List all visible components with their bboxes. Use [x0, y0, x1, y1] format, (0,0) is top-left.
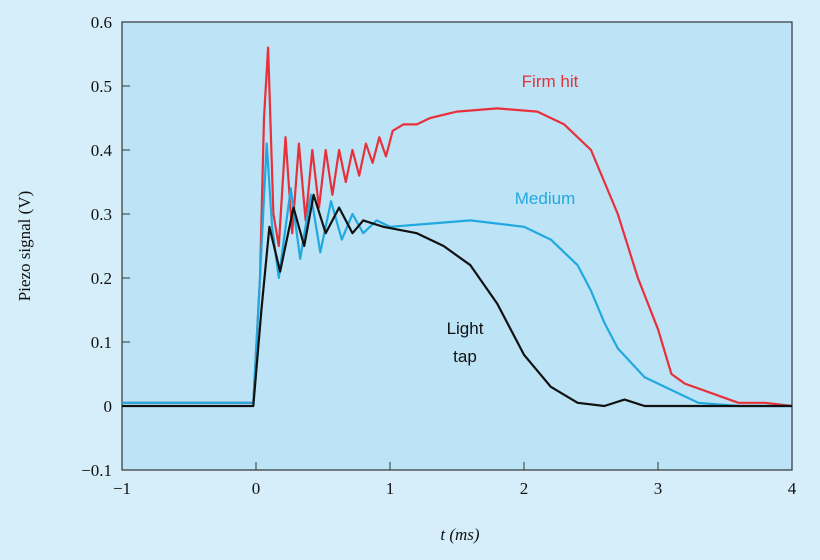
x-tick-label: 3 — [654, 479, 663, 498]
series-line — [122, 46, 793, 408]
x-tick-label: 1 — [386, 479, 395, 498]
series-line — [122, 193, 792, 408]
x-tick-label: −1 — [113, 479, 131, 498]
y-tick-label: 0.2 — [91, 269, 112, 288]
x-tick-label: 0 — [252, 479, 261, 498]
x-tick-label: 2 — [520, 479, 529, 498]
y-tick-label: 0.5 — [91, 77, 112, 96]
y-tick-label: 0.4 — [91, 141, 113, 160]
series-label: Light tap — [446, 319, 484, 366]
y-tick-label: 0.3 — [91, 205, 112, 224]
y-tick-label: 0.1 — [91, 333, 112, 352]
y-tick-label: 0.6 — [91, 13, 112, 32]
series-line — [122, 142, 792, 408]
y-tick-label: 0 — [104, 397, 113, 416]
y-axis-label: Piezo signal (V) — [15, 191, 34, 301]
series-label: Medium — [514, 189, 576, 208]
x-axis-label: t (ms) — [440, 525, 480, 544]
series-label: Firm hit — [521, 72, 579, 91]
x-tick-label: 4 — [788, 479, 797, 498]
y-tick-label: −0.1 — [81, 461, 112, 480]
